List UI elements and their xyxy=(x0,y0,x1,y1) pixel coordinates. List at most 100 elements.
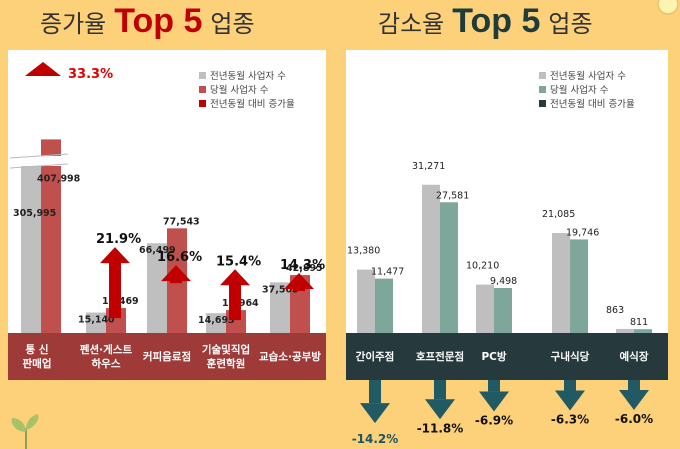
arrow-stem xyxy=(369,380,381,404)
increase-title-prefix: 증가율 xyxy=(40,10,107,38)
value-label-curr: 27,581 xyxy=(436,190,469,201)
decrease-title: 감소율 Top 5 업종 xyxy=(378,2,593,46)
rate-arrow xyxy=(284,273,314,291)
arrow-stem xyxy=(109,261,121,319)
legend-label: 당월 사업자 수 xyxy=(550,84,609,96)
category-label-line: 하우스 xyxy=(92,357,121,370)
rate-arrow xyxy=(100,247,130,319)
category-label: 펜션·게스트 하우스 xyxy=(80,343,133,370)
arrow-head xyxy=(425,399,455,420)
value-label-prev: 13,380 xyxy=(347,246,380,257)
category-label: 기술및직업 훈련학원 xyxy=(202,343,250,370)
axis-break-mark xyxy=(9,153,69,169)
value-label-prev: 863 xyxy=(606,305,624,316)
increase-title: 증가율 Top 5 업종 xyxy=(40,2,255,46)
value-label-prev: 37,505 xyxy=(262,284,299,295)
rate-label: 16.6% xyxy=(157,250,202,265)
category-label: 통 신 판매업 xyxy=(23,343,52,370)
rate-label: 15.4% xyxy=(216,254,261,269)
rate-arrow xyxy=(619,380,649,410)
rate-arrow xyxy=(161,265,191,284)
rate-arrow xyxy=(555,380,585,411)
decrease-chart-panel: 전년동월 사업자 수 당월 사업자 수 전년동월 대비 증가율 13,380 11,47… xyxy=(346,50,668,380)
value-label-prev: 10,210 xyxy=(466,261,499,272)
legend-label: 전년동월 사업자 수 xyxy=(550,70,626,82)
arrow-head xyxy=(100,247,130,264)
category-label-line: 교습소·공부방 xyxy=(259,350,321,363)
bar-prev xyxy=(206,313,226,333)
bar-prev xyxy=(422,184,440,333)
bar-curr xyxy=(634,329,652,333)
arrow-stem xyxy=(628,380,640,390)
arrow-head xyxy=(360,403,390,424)
category-label-line: 훈련학원 xyxy=(207,357,246,370)
category-label-line: 판매업 xyxy=(23,357,52,370)
arrow-head xyxy=(220,269,250,286)
legend-swatch xyxy=(199,86,206,93)
category-label-line: 통 신 xyxy=(26,343,49,356)
legend-swatch xyxy=(199,100,206,107)
rate-arrow xyxy=(360,380,390,424)
rate-label: -6.3% xyxy=(551,412,589,426)
bar-prev xyxy=(270,282,290,333)
value-label-prev: 31,271 xyxy=(412,161,445,172)
category-label-line: 커피음료점 xyxy=(143,350,191,363)
rate-label: -11.8% xyxy=(417,421,464,435)
category-label: PC방 xyxy=(481,350,506,363)
rate-label: -6.0% xyxy=(615,412,653,426)
decrease-title-prefix: 감소율 xyxy=(378,10,445,38)
category-label-line: 펜션·게스트 xyxy=(80,343,133,356)
category-label-line: 기술및직업 xyxy=(202,343,250,356)
bar-curr xyxy=(494,287,512,333)
category-label: 간이주점 xyxy=(356,350,395,363)
bar-prev xyxy=(616,328,634,333)
value-label-curr: 811 xyxy=(630,317,648,328)
value-label-curr: 407,998 xyxy=(37,173,81,184)
bar-curr xyxy=(570,239,588,333)
lightbulb-icon xyxy=(657,0,679,15)
arrow-stem xyxy=(488,380,500,392)
bar-curr xyxy=(41,139,61,333)
value-label-prev: 15,140 xyxy=(78,315,115,326)
bar-curr xyxy=(375,278,393,333)
category-label: 예식장 xyxy=(620,350,649,363)
category-footer xyxy=(346,333,668,380)
legend-swatch xyxy=(539,72,546,79)
arrow-stem xyxy=(434,380,446,400)
category-label: 커피음료점 xyxy=(143,350,191,363)
category-label: 호프전문점 xyxy=(416,350,464,363)
increase-chart-panel: 전년동월 사업자 수 당월 사업자 수 전년동월 대비 증가율 305,995 407,… xyxy=(8,50,326,380)
bar-prev xyxy=(86,312,106,333)
legend-swatch xyxy=(539,86,546,93)
arrow-head xyxy=(284,273,314,289)
arrow-head xyxy=(161,265,191,282)
value-label-curr: 11,477 xyxy=(371,267,404,278)
bar-curr xyxy=(440,202,458,333)
value-label-curr: 77,543 xyxy=(163,216,200,227)
arrow-head xyxy=(25,62,61,76)
rate-label: -14.2% xyxy=(352,432,399,446)
category-label: 교습소·공부방 xyxy=(259,350,321,363)
arrow-head xyxy=(619,390,649,410)
legend-swatch xyxy=(539,100,546,107)
category-footer xyxy=(8,333,326,380)
bar-prev xyxy=(147,243,167,333)
arrow-head xyxy=(479,391,509,412)
rate-label: 33.3% xyxy=(68,67,113,82)
arrow-head xyxy=(555,390,585,411)
legend-label: 전년동월 사업자 수 xyxy=(210,70,286,82)
rate-label: 21.9% xyxy=(96,232,141,247)
arrow-stem xyxy=(564,380,576,391)
value-label-curr: 42,895 xyxy=(286,263,323,274)
category-label: 구내식당 xyxy=(551,350,590,363)
legend-label: 전년동월 대비 증가율 xyxy=(210,98,295,110)
value-label-prev: 305,995 xyxy=(13,208,56,219)
increase-title-suffix: 업종 xyxy=(210,10,255,38)
decrease-title-top5: Top 5 xyxy=(452,2,541,40)
value-label-curr: 19,746 xyxy=(566,227,599,238)
value-label-prev: 66,499 xyxy=(139,245,176,256)
rate-label: -6.9% xyxy=(475,413,513,427)
bar-prev xyxy=(552,233,570,333)
arrow-stem xyxy=(229,283,241,321)
